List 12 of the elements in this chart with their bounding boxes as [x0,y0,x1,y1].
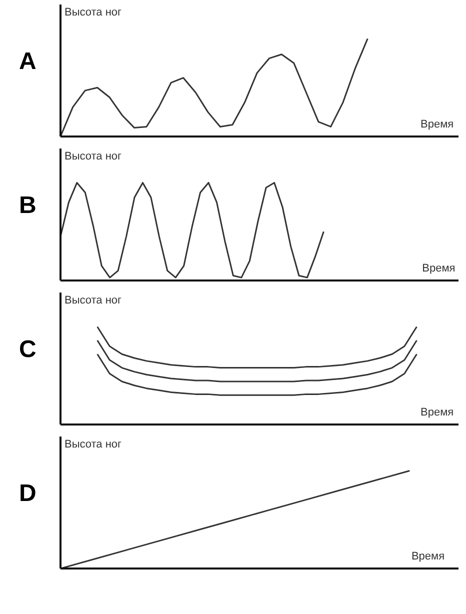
y-axis-title: Высота ног [64,438,122,450]
x-axis-title: Время [422,262,456,274]
x-axis-title: Время [411,550,445,562]
y-axis-title: Высота ног [64,294,122,306]
y-axis-title: Высота ног [64,6,122,18]
chart-title: B [19,191,36,221]
chart-title: A [19,47,36,77]
chart-title: D [19,479,36,509]
y-axis-title: Высота ног [64,150,122,162]
x-axis-title: Время [420,406,454,418]
x-axis-title: Время [420,118,454,130]
chart-title: C [19,335,36,365]
